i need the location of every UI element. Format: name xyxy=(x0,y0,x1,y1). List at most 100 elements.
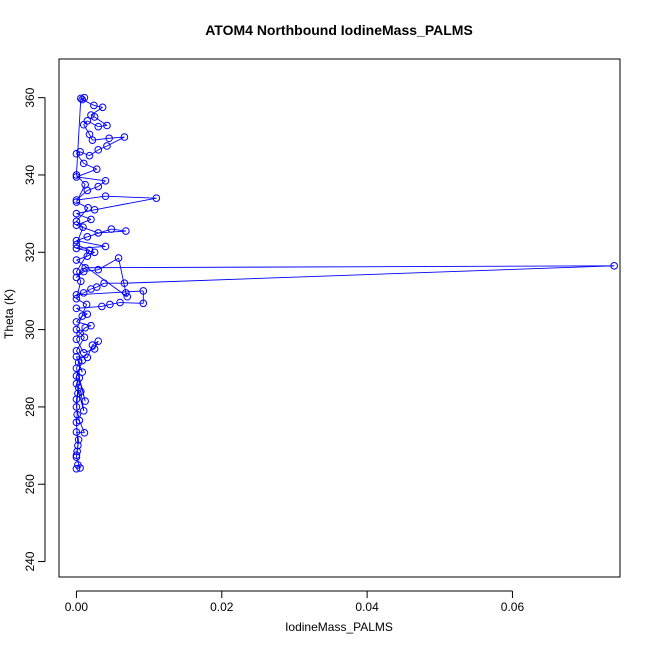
data-point xyxy=(85,246,94,255)
data-point xyxy=(101,176,110,185)
data-point xyxy=(120,133,129,141)
data-point xyxy=(77,387,85,396)
data-point xyxy=(101,192,110,201)
data-point xyxy=(72,196,81,204)
series-segment xyxy=(118,257,127,293)
series-segment xyxy=(111,228,126,232)
y-tick-label: 340 xyxy=(23,165,37,185)
y-axis: 240 260 280 300 320 340 360 xyxy=(23,87,46,572)
series-segment xyxy=(120,302,144,304)
data-point xyxy=(72,149,81,158)
data-point xyxy=(94,182,103,191)
data-point xyxy=(94,265,103,274)
data-point xyxy=(72,347,81,355)
data-point xyxy=(72,273,81,282)
series-segment xyxy=(76,383,85,411)
data-point xyxy=(92,165,101,173)
data-point xyxy=(72,352,81,361)
data-point xyxy=(84,204,92,212)
data-point xyxy=(83,117,92,125)
data-point xyxy=(105,134,113,143)
series-segment xyxy=(97,180,106,187)
chart-title: ATOM4 Northbound IodineMass_PALMS xyxy=(205,22,473,38)
x-axis: 0.00 0.02 0.04 0.06 xyxy=(65,590,524,614)
series-segment xyxy=(76,304,88,330)
data-point xyxy=(87,321,95,330)
data-point xyxy=(98,302,106,311)
data-point xyxy=(79,120,88,129)
data-point xyxy=(107,225,116,233)
series-segment xyxy=(79,327,86,334)
data-point xyxy=(100,279,108,288)
series-segment xyxy=(79,151,90,157)
data-point xyxy=(116,298,124,307)
series-segment xyxy=(76,213,92,220)
data-point xyxy=(106,300,114,309)
y-tick-label: 240 xyxy=(23,551,37,571)
series-points xyxy=(72,93,618,473)
y-tick-label: 300 xyxy=(23,319,37,339)
data-point xyxy=(78,312,87,320)
y-tick-label: 260 xyxy=(23,474,37,494)
data-point xyxy=(78,95,87,104)
data-point xyxy=(72,244,81,253)
series-segment xyxy=(124,265,615,284)
data-point xyxy=(81,263,89,272)
series-segment xyxy=(94,197,157,211)
series-segment xyxy=(92,137,110,141)
data-point xyxy=(72,236,81,245)
y-tick-label: 280 xyxy=(23,397,37,417)
data-point xyxy=(72,335,81,344)
data-point xyxy=(94,337,103,345)
series-segment xyxy=(105,195,157,199)
series-segment xyxy=(75,422,79,446)
data-point xyxy=(103,121,111,130)
data-point xyxy=(72,464,81,473)
series-segment xyxy=(76,240,106,247)
series-segment xyxy=(76,176,106,182)
data-point xyxy=(76,464,84,472)
data-point xyxy=(79,223,87,231)
data-point xyxy=(72,428,81,436)
data-point xyxy=(72,173,81,181)
data-point xyxy=(72,240,81,249)
plot-frame xyxy=(58,58,621,578)
data-point xyxy=(72,372,81,380)
data-point xyxy=(114,254,123,262)
series-segment xyxy=(87,251,95,257)
data-point xyxy=(72,325,81,334)
series-segment xyxy=(83,288,92,294)
data-point xyxy=(139,299,148,308)
data-point xyxy=(72,209,81,218)
series-segment xyxy=(83,120,88,126)
series-segment xyxy=(83,162,97,170)
data-point xyxy=(72,198,81,206)
data-point xyxy=(79,406,88,415)
data-point xyxy=(72,171,81,179)
data-point xyxy=(122,289,130,297)
series-segment xyxy=(109,136,125,139)
series-segment xyxy=(98,257,119,271)
data-point xyxy=(139,287,148,295)
data-point xyxy=(72,256,81,264)
data-point xyxy=(79,348,88,357)
x-axis-label: IodineMass_PALMS xyxy=(285,620,393,634)
data-point xyxy=(79,159,88,168)
data-point xyxy=(76,147,84,156)
series-segment xyxy=(76,174,86,185)
data-point xyxy=(94,229,103,237)
data-point xyxy=(82,300,91,309)
series-segment xyxy=(76,271,82,282)
series-segment xyxy=(82,313,88,317)
series-segment xyxy=(98,125,108,128)
data-point xyxy=(77,277,85,286)
series-segment xyxy=(75,375,80,388)
data-point xyxy=(101,242,110,251)
data-point xyxy=(78,356,87,365)
data-point xyxy=(123,292,132,301)
y-tick-label: 360 xyxy=(23,87,37,107)
series-segment xyxy=(76,337,85,352)
data-point xyxy=(72,403,81,411)
data-point xyxy=(87,215,95,224)
